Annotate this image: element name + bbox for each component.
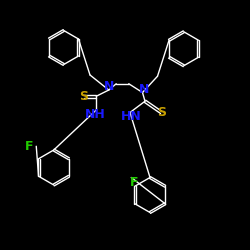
Text: N: N xyxy=(104,80,114,94)
Text: N: N xyxy=(138,83,149,96)
Text: S: S xyxy=(79,90,88,103)
Text: S: S xyxy=(157,106,166,119)
Text: NH: NH xyxy=(84,108,105,121)
Text: HN: HN xyxy=(121,110,142,124)
Text: F: F xyxy=(130,176,138,189)
Text: F: F xyxy=(24,140,33,153)
